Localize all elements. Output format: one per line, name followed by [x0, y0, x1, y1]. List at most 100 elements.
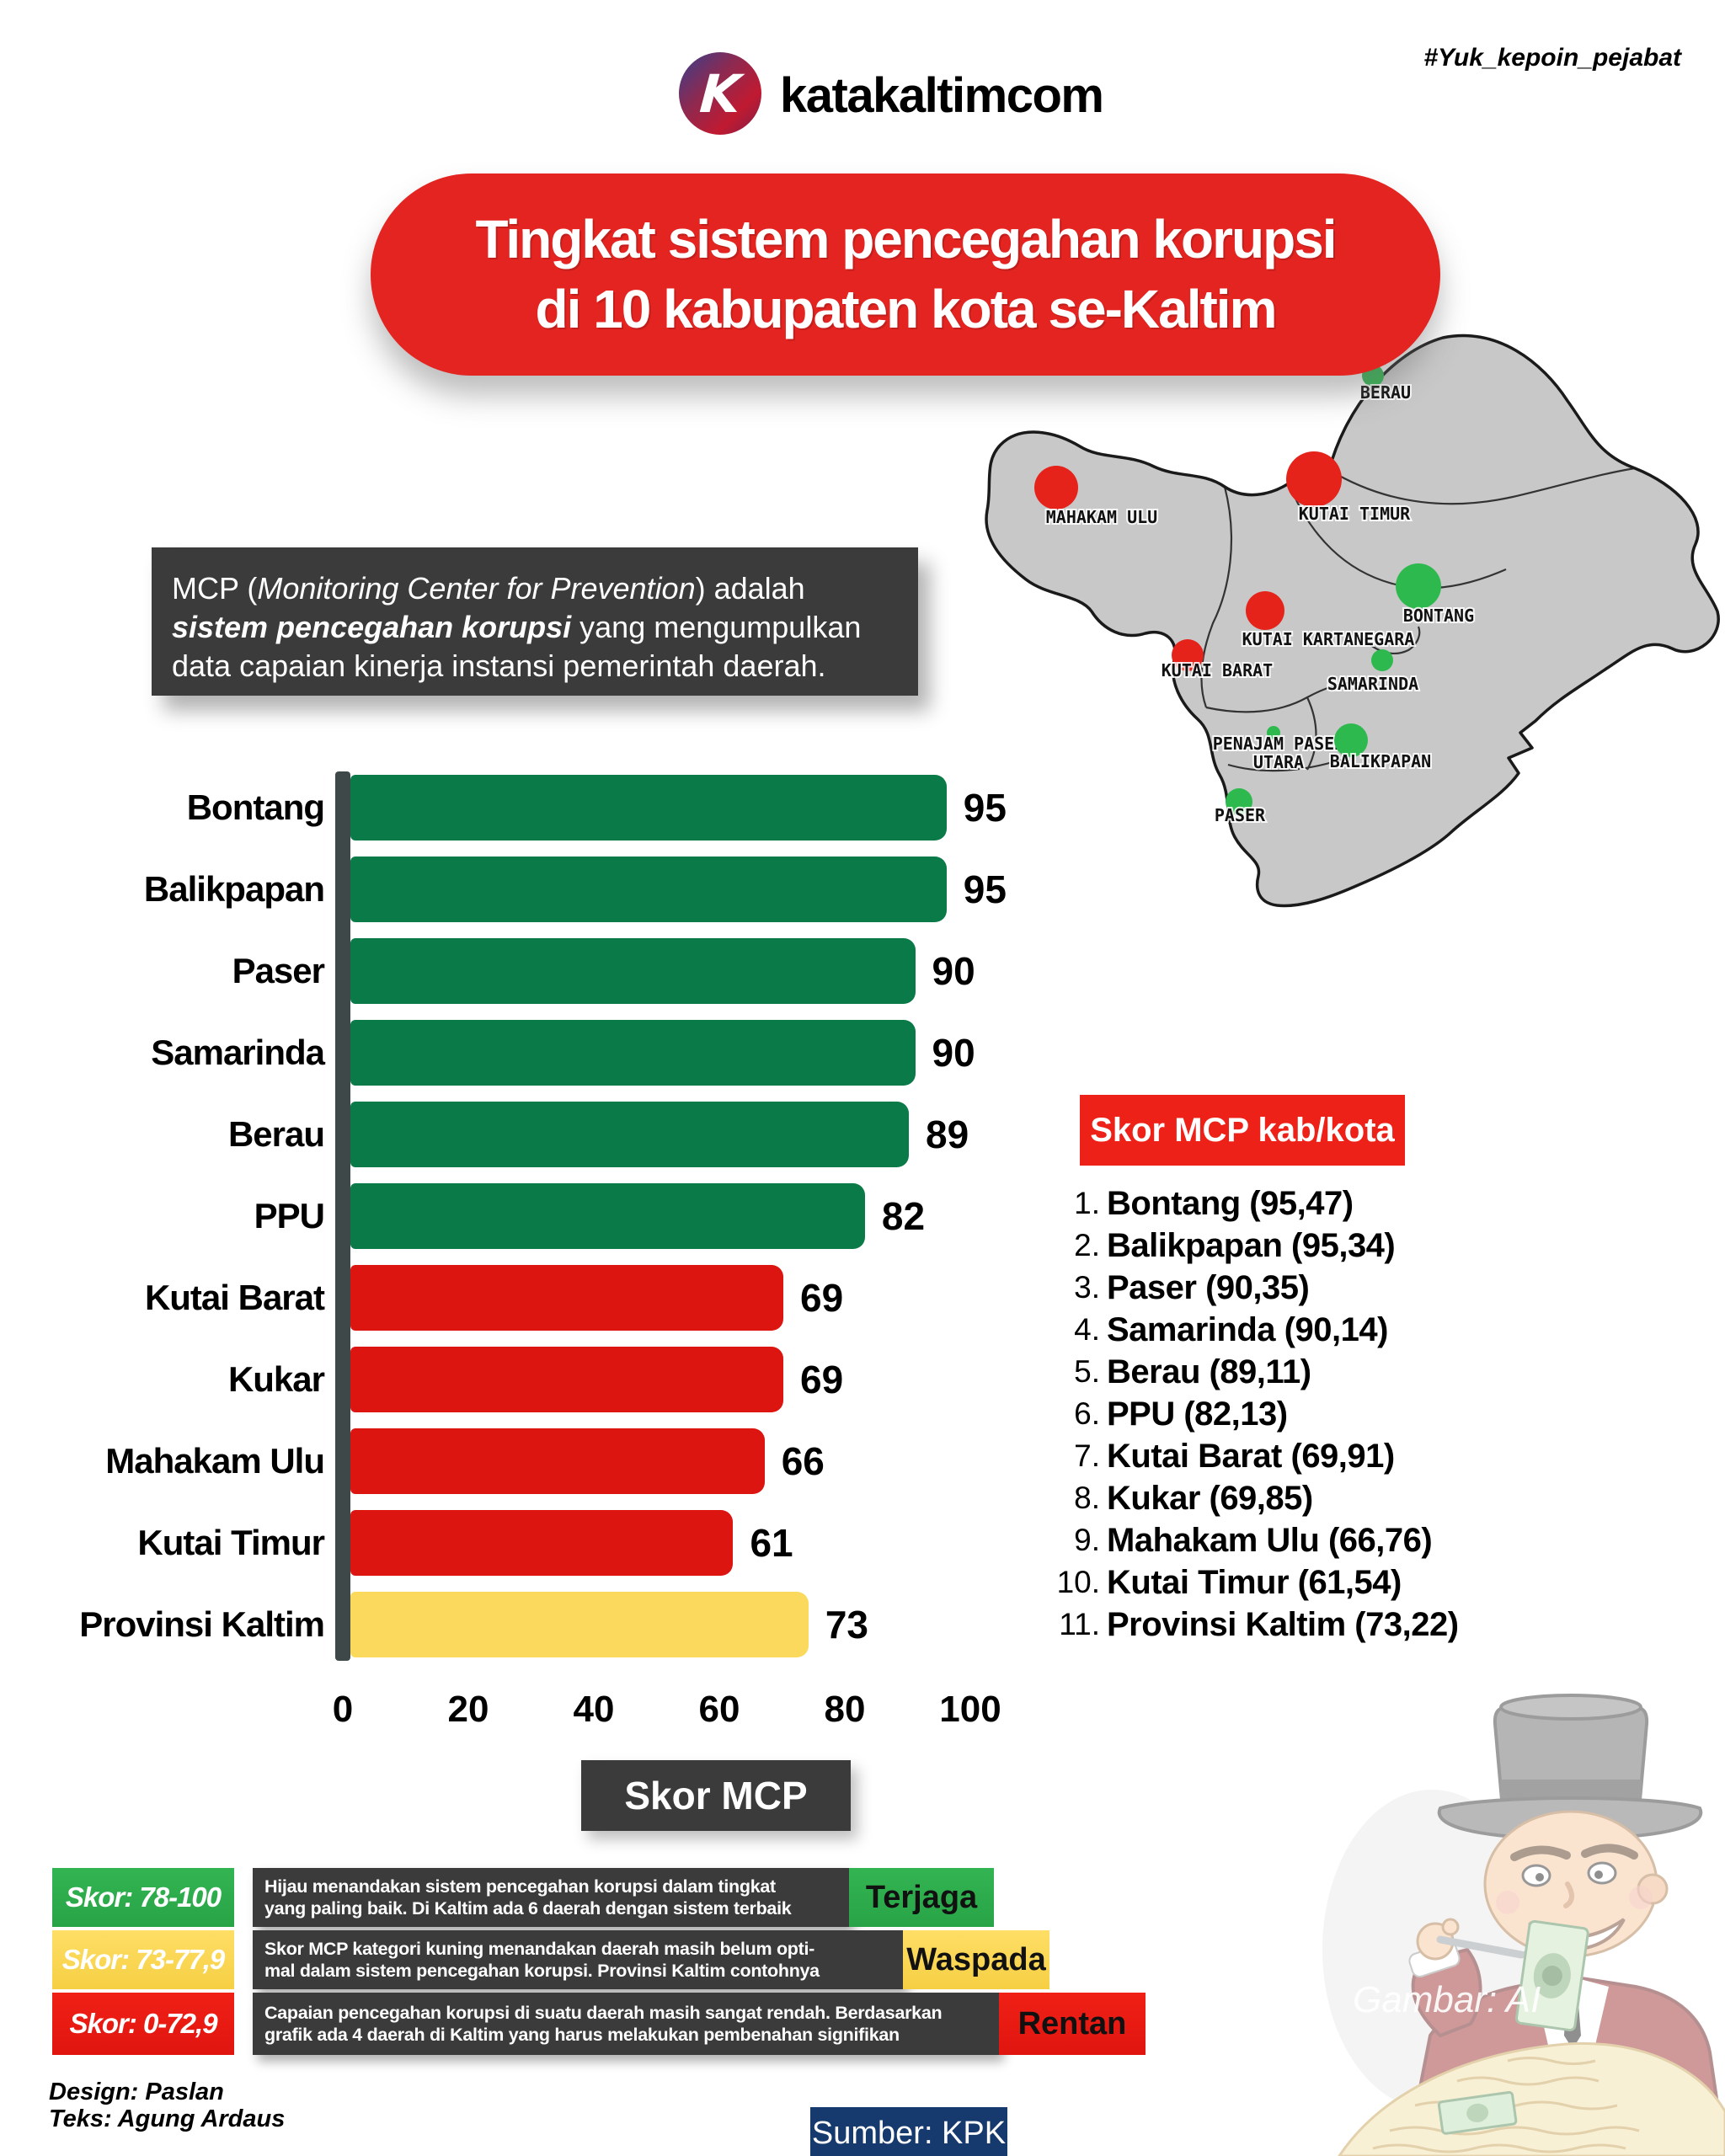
title-banner: Tingkat sistem pencegahan korupsi di 10 …	[371, 173, 1440, 376]
legend-description-box: Hijau menandakan sistem pencegahan korup…	[253, 1868, 849, 1927]
ranking-text: Mahakam Ulu (66,76)	[1107, 1522, 1433, 1559]
bar-row: PPU 82	[0, 1183, 1061, 1249]
map-region-label: BALIKPAPAN	[1330, 751, 1431, 771]
bar-category-label: Kutai Timur	[137, 1523, 325, 1562]
top-hat	[1437, 1694, 1703, 1841]
bar-row: Paser 90	[0, 938, 1061, 1004]
bar-category-label: Kutai Barat	[144, 1278, 325, 1317]
ranking-text: PPU (82,13)	[1107, 1396, 1288, 1433]
map-region-label: MAHAKAM ULU	[1046, 507, 1157, 527]
map-region-dot	[1334, 723, 1368, 757]
ranking-number: 11.	[1059, 1607, 1100, 1641]
bar-value-label: 90	[932, 949, 975, 993]
bar	[350, 1265, 784, 1331]
ranking-text: Kukar (69,85)	[1107, 1480, 1313, 1517]
map-region-dot	[1246, 591, 1284, 630]
mcp-description-box: MCP (Monitoring Center for Prevention) a…	[152, 547, 918, 696]
x-tick-label: 100	[939, 1689, 1001, 1730]
legend-status-badge: Terjaga	[849, 1868, 994, 1927]
ranking-item: 3. Paser (90,35)	[1044, 1267, 1550, 1309]
page-title: Tingkat sistem pencegahan korupsi di 10 …	[475, 205, 1337, 344]
ranking-header-box: Skor MCP kab/kota	[1080, 1095, 1405, 1166]
legend-score-range: Skor: 73-77,9	[52, 1930, 234, 1989]
bar-row: Kutai Barat 69	[0, 1265, 1061, 1331]
ranking-header-label: Skor MCP kab/kota	[1090, 1111, 1395, 1149]
bar-category-label: Mahakam Ulu	[105, 1441, 325, 1481]
ranking-number: 1.	[1074, 1186, 1100, 1220]
brand-name: katakaltimcom	[780, 68, 1104, 123]
legend-desc-line2: yang paling baik. Di Kaltim ada 6 daerah…	[264, 1898, 792, 1919]
legend-score-range: Skor: 0-72,9	[52, 1993, 234, 2055]
credit-design: Design: Paslan	[49, 2079, 224, 2105]
bar	[350, 938, 916, 1004]
bar	[350, 1347, 784, 1412]
ranking-text: Samarinda (90,14)	[1107, 1311, 1388, 1348]
bar	[350, 1183, 865, 1249]
map-region-label: KUTAI BARAT	[1162, 660, 1273, 680]
map-region-label: BONTANG	[1403, 606, 1474, 626]
bar-row: Kutai Timur 61	[0, 1510, 1061, 1576]
bar	[350, 1428, 765, 1494]
map-region-label: KUTAI KARTANEGARA	[1242, 629, 1415, 649]
ranking-item: 5. Berau (89,11)	[1044, 1351, 1550, 1393]
bar-value-label: 95	[963, 867, 1007, 911]
bar-value-label: 66	[781, 1439, 825, 1483]
money-eater-illustration: Gambar: AI	[1314, 1672, 1725, 2156]
x-tick-label: 80	[824, 1689, 866, 1730]
legend-status-badge: Waspada	[903, 1930, 1049, 1989]
bar-value-label: 73	[825, 1603, 869, 1646]
money-pile	[1338, 2041, 1725, 2156]
legend-desc-line2: mal dalam sistem pencegahan korupsi. Pro…	[264, 1961, 820, 1981]
legend-desc-line1: Capaian pencegahan korupsi di suatu daer…	[264, 2002, 943, 2023]
bar-value-label: 89	[926, 1113, 969, 1156]
ranking-number: 9.	[1074, 1523, 1100, 1557]
ranking-item: 11. Provinsi Kaltim (73,22)	[1044, 1604, 1550, 1646]
bar-category-label: Bontang	[186, 787, 325, 827]
bar-value-label: 95	[963, 786, 1007, 830]
x-tick-label: 60	[698, 1689, 740, 1730]
bar-value-label: 69	[800, 1276, 844, 1320]
ranking-text: Kutai Barat (69,91)	[1107, 1438, 1395, 1475]
ranking-item: 8. Kukar (69,85)	[1044, 1477, 1550, 1519]
bar-category-label: Provinsi Kaltim	[79, 1604, 325, 1644]
ranking-text: Balikpapan (95,34)	[1107, 1227, 1396, 1264]
ranking-number: 3.	[1074, 1270, 1100, 1305]
map-region-label: PASER	[1215, 805, 1266, 825]
hashtag: #Yuk_kepoin_pejabat	[1423, 44, 1681, 72]
bar-category-label: Samarinda	[151, 1033, 325, 1072]
legend-status-badge: Rentan	[999, 1993, 1146, 2055]
map-region-dot	[1034, 466, 1078, 510]
ranking-number: 4.	[1074, 1312, 1100, 1347]
bar	[350, 1102, 910, 1167]
ranking-number: 7.	[1074, 1438, 1100, 1473]
mcp-description-text: MCP (Monitoring Center for Prevention) a…	[172, 571, 862, 684]
fork-and-banknote	[1416, 1918, 1589, 2031]
bar-category-label: PPU	[254, 1196, 325, 1235]
ranking-text: Provinsi Kaltim (73,22)	[1107, 1606, 1459, 1643]
map-region-label: BERAU	[1360, 382, 1411, 403]
map-region-dot	[1396, 563, 1441, 609]
ranking-number: 2.	[1074, 1228, 1100, 1262]
ranking-item: 1. Bontang (95,47)	[1044, 1182, 1550, 1225]
ranking-number: 8.	[1074, 1481, 1100, 1515]
x-axis-title-box: Skor MCP	[581, 1760, 851, 1831]
bar	[350, 857, 947, 922]
bar-category-label: Berau	[227, 1114, 325, 1154]
legend-score-range: Skor: 78-100	[52, 1868, 234, 1927]
legend-description-box: Skor MCP kategori kuning menandakan daer…	[253, 1930, 903, 1989]
legend-desc-line1: Hijau menandakan sistem pencegahan korup…	[264, 1876, 776, 1897]
bar	[350, 1510, 734, 1576]
bar-value-label: 61	[750, 1521, 793, 1565]
ranking-item: 6. PPU (82,13)	[1044, 1393, 1550, 1435]
x-tick-label: 20	[447, 1689, 489, 1730]
x-tick-label: 40	[573, 1689, 615, 1730]
title-line2: di 10 kabupaten kota se-Kaltim	[535, 279, 1278, 339]
bar	[350, 1020, 916, 1086]
ranking-item: 7. Kutai Barat (69,91)	[1044, 1435, 1550, 1477]
map-region-label: PENAJAM PASER UTARA	[1213, 734, 1345, 772]
credits: Design: Paslan Teks: Agung Ardaus	[49, 2079, 285, 2133]
ranking-text: Berau (89,11)	[1107, 1353, 1311, 1390]
ranking-text: Bontang (95,47)	[1107, 1185, 1354, 1222]
bar-category-label: Kukar	[227, 1359, 325, 1399]
